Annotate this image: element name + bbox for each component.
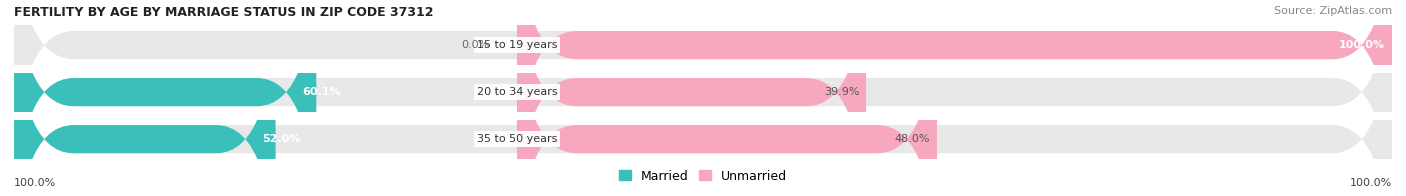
Text: 39.9%: 39.9% (824, 87, 859, 97)
FancyBboxPatch shape (14, 0, 1392, 196)
Text: 60.1%: 60.1% (302, 87, 342, 97)
FancyBboxPatch shape (14, 0, 276, 196)
FancyBboxPatch shape (517, 0, 936, 196)
Text: 52.0%: 52.0% (262, 134, 299, 144)
Legend: Married, Unmarried: Married, Unmarried (613, 165, 793, 188)
Text: 0.0%: 0.0% (461, 40, 489, 50)
Text: 35 to 50 years: 35 to 50 years (477, 134, 557, 144)
Text: 100.0%: 100.0% (14, 178, 56, 188)
FancyBboxPatch shape (517, 0, 866, 196)
FancyBboxPatch shape (14, 0, 1392, 196)
Text: FERTILITY BY AGE BY MARRIAGE STATUS IN ZIP CODE 37312: FERTILITY BY AGE BY MARRIAGE STATUS IN Z… (14, 6, 433, 19)
Text: 100.0%: 100.0% (1350, 178, 1392, 188)
Text: Source: ZipAtlas.com: Source: ZipAtlas.com (1274, 6, 1392, 16)
FancyBboxPatch shape (517, 0, 1392, 196)
Text: 100.0%: 100.0% (1339, 40, 1385, 50)
Text: 15 to 19 years: 15 to 19 years (477, 40, 557, 50)
FancyBboxPatch shape (14, 0, 316, 196)
FancyBboxPatch shape (14, 0, 1392, 196)
Text: 20 to 34 years: 20 to 34 years (477, 87, 557, 97)
Text: 48.0%: 48.0% (894, 134, 931, 144)
